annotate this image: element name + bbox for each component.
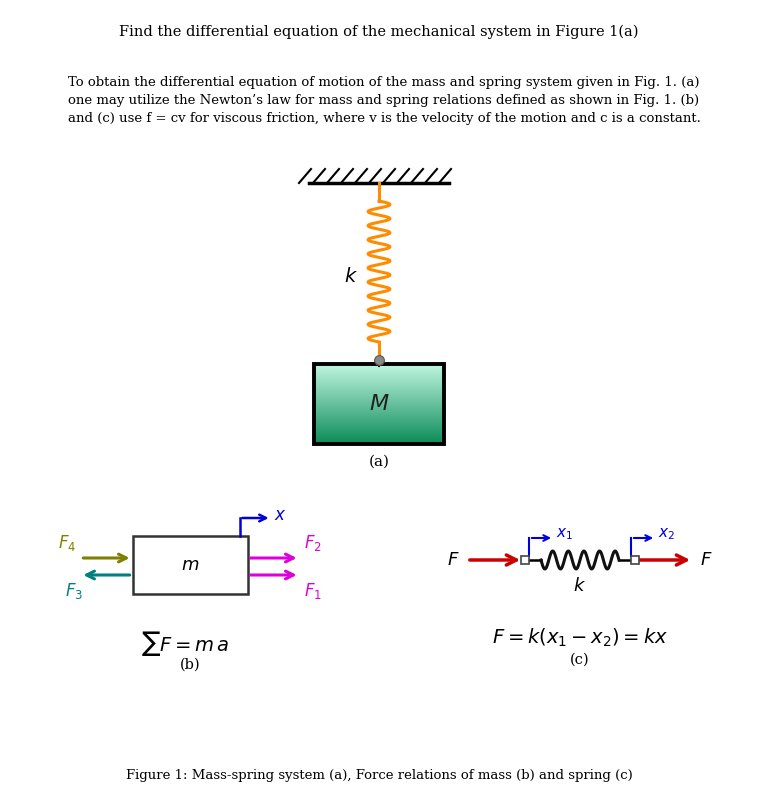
Text: (c): (c) [570,653,590,667]
Text: Find the differential equation of the mechanical system in Figure 1(a): Find the differential equation of the me… [119,25,639,39]
Text: $x_1$: $x_1$ [556,526,573,542]
Bar [631,556,639,564]
Bar [521,556,529,564]
Text: $k$: $k$ [344,267,358,286]
Text: $x$: $x$ [275,507,287,524]
Text: $M$: $M$ [369,393,389,415]
Text: and (c) use f = cv for viscous friction, where v is the velocity of the motion a: and (c) use f = cv for viscous friction,… [68,112,701,125]
Text: Figure 1: Mass-spring system (a), Force relations of mass (b) and spring (c): Figure 1: Mass-spring system (a), Force … [126,769,632,781]
Text: $F$: $F$ [700,551,713,569]
Text: (a): (a) [369,455,389,469]
Text: $F = k(x_1 - x_2) = kx$: $F = k(x_1 - x_2) = kx$ [492,627,668,649]
Bar [133,536,247,594]
Text: $k$: $k$ [574,577,587,595]
Text: $m$: $m$ [181,556,199,574]
Text: one may utilize the Newton’s law for mass and spring relations defined as shown : one may utilize the Newton’s law for mas… [68,94,699,107]
Text: $F$: $F$ [448,551,460,569]
Text: To obtain the differential equation of motion of the mass and spring system give: To obtain the differential equation of m… [68,75,700,88]
Text: $F_4$: $F_4$ [58,533,77,553]
Text: $F_3$: $F_3$ [65,581,83,601]
Text: $F_2$: $F_2$ [304,533,321,553]
Text: (b): (b) [180,658,200,672]
Bar [314,364,444,444]
Text: $x_2$: $x_2$ [658,526,675,542]
Text: $F_1$: $F_1$ [304,581,322,601]
Text: $\sum F = m\,a$: $\sum F = m\,a$ [140,629,229,658]
